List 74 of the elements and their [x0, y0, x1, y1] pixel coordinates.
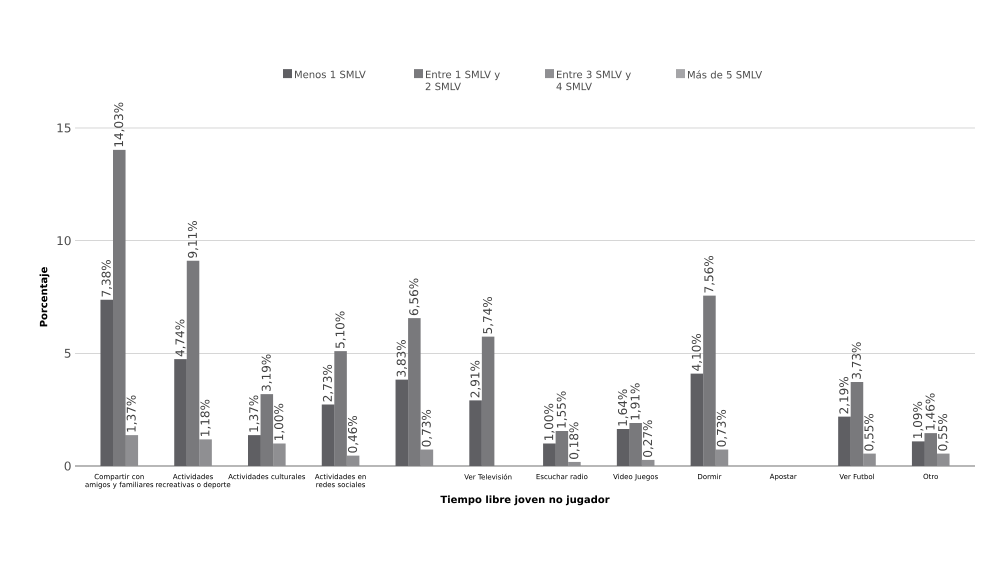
data-label: 1,37% [126, 395, 137, 432]
y-tick-label: 15 [58, 124, 70, 132]
data-label: 1,09% [913, 402, 924, 438]
data-label: 6,56% [409, 278, 420, 316]
bar [260, 394, 274, 466]
data-label: 0,73% [422, 410, 432, 447]
data-label: 1,00% [544, 404, 554, 440]
bar [937, 454, 950, 466]
bar [396, 380, 408, 466]
y-tick-label: 0 [64, 461, 71, 471]
data-label: 0,73% [716, 410, 728, 447]
bar [322, 404, 334, 466]
data-label: 7,56% [704, 256, 715, 292]
data-label: 1,00% [274, 404, 285, 440]
bar [126, 435, 138, 466]
x-axis-title: Tiempo libre joven no jugador [440, 495, 610, 506]
data-label: 5,74% [482, 296, 494, 334]
data-label: 3,83% [396, 340, 407, 377]
legend-label: Entre 3 SMLV y 4 SMLV [556, 70, 631, 90]
data-label: 7,38% [102, 260, 112, 297]
bar [543, 443, 556, 466]
data-label: 2,19% [839, 376, 850, 414]
bar [113, 150, 126, 466]
data-label: 4,74% [175, 320, 186, 356]
bar [838, 416, 851, 466]
bar [186, 260, 200, 466]
bar [100, 300, 114, 466]
bar [199, 439, 212, 466]
data-label: 9,11% [188, 221, 198, 258]
y-tick-label: 5 [64, 348, 70, 358]
legend-label: Más de 5 SMLV [688, 70, 762, 78]
bar [420, 450, 434, 466]
bar [334, 351, 347, 466]
data-label: 0,55% [864, 414, 875, 451]
bar [863, 454, 876, 466]
data-label: 0,18% [569, 422, 580, 459]
bar [629, 422, 642, 466]
bar [690, 374, 704, 466]
data-label: 1,91% [630, 383, 641, 420]
data-label: 2,73% [322, 364, 334, 402]
data-label: 1,55% [556, 391, 568, 428]
bar [642, 460, 654, 466]
bar [273, 443, 286, 466]
data-label: 4,10% [692, 334, 702, 371]
bar [616, 429, 630, 466]
bar [408, 318, 421, 466]
bar [346, 456, 360, 466]
data-label: 1,46% [926, 393, 936, 430]
bar [850, 382, 864, 466]
bar [568, 462, 581, 466]
data-label: 5,10% [335, 311, 346, 348]
data-label: 0,55% [938, 414, 948, 451]
y-tick-label: 10 [58, 236, 71, 246]
data-label: 14,03% [114, 102, 124, 146]
data-label: 1,18% [200, 400, 211, 436]
data-label: 0,27% [643, 420, 654, 457]
data-label: 2,91% [470, 360, 481, 398]
bar [469, 400, 482, 466]
data-label: 1,64% [618, 389, 628, 426]
legend-label: Menos 1 SMLV [294, 70, 366, 78]
data-label: 1,37% [249, 395, 260, 432]
bar [924, 433, 938, 466]
data-label: 0,46% [348, 416, 358, 453]
bar [482, 336, 494, 466]
bar [716, 450, 728, 466]
bar [174, 359, 187, 466]
bar [703, 296, 716, 466]
bar [556, 431, 568, 466]
bar [248, 435, 261, 466]
legend-label: Entre 1 SMLV y 2 SMLV [426, 70, 500, 90]
data-label: 3,19% [262, 354, 272, 391]
bar [912, 441, 924, 466]
data-label: 3,73% [852, 342, 862, 379]
y-axis-title: Porcentaje [40, 267, 50, 326]
